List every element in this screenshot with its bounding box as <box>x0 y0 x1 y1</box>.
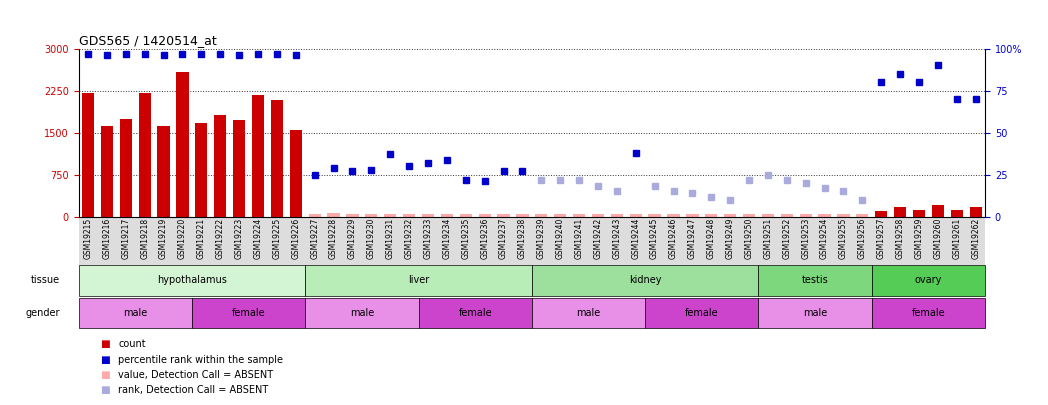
Text: female: female <box>685 308 719 318</box>
Bar <box>969 207 982 217</box>
Bar <box>592 214 604 217</box>
Text: female: female <box>232 308 265 318</box>
Bar <box>365 214 377 217</box>
Bar <box>422 214 434 217</box>
Bar <box>913 210 925 217</box>
Bar <box>119 119 132 217</box>
Bar <box>79 298 192 328</box>
Bar <box>82 94 94 217</box>
Text: ■: ■ <box>100 370 109 380</box>
Bar <box>531 298 646 328</box>
Bar <box>554 214 566 217</box>
Text: female: female <box>458 308 492 318</box>
Bar <box>327 213 340 217</box>
Text: GDS565 / 1420514_at: GDS565 / 1420514_at <box>79 34 216 47</box>
Bar <box>705 214 718 217</box>
Bar <box>872 298 985 328</box>
Bar <box>686 214 699 217</box>
Text: female: female <box>912 308 945 318</box>
Bar <box>403 214 415 217</box>
Bar <box>800 214 812 217</box>
Text: kidney: kidney <box>629 275 661 286</box>
Text: male: male <box>803 308 827 318</box>
Bar <box>101 126 113 217</box>
Bar <box>837 214 850 217</box>
Bar <box>932 205 944 217</box>
Bar <box>308 214 321 217</box>
Text: ovary: ovary <box>915 275 942 286</box>
Bar <box>157 126 170 217</box>
Bar <box>517 214 528 217</box>
Bar <box>233 120 245 217</box>
Bar <box>856 214 869 217</box>
Bar <box>630 214 641 217</box>
Text: rank, Detection Call = ABSENT: rank, Detection Call = ABSENT <box>118 386 268 395</box>
Text: count: count <box>118 339 146 349</box>
Text: percentile rank within the sample: percentile rank within the sample <box>118 355 283 364</box>
Text: male: male <box>350 308 374 318</box>
Bar <box>192 298 305 328</box>
Text: male: male <box>123 308 148 318</box>
Bar <box>289 130 302 217</box>
Text: ■: ■ <box>100 355 109 364</box>
Bar <box>646 298 759 328</box>
Text: tissue: tissue <box>30 275 60 286</box>
Bar <box>138 94 151 217</box>
Bar <box>252 94 264 217</box>
Bar <box>441 214 453 217</box>
Bar <box>724 214 737 217</box>
Bar <box>498 214 509 217</box>
Bar <box>305 265 531 296</box>
Bar <box>270 100 283 217</box>
Bar <box>79 265 305 296</box>
Bar <box>214 115 226 217</box>
Bar <box>872 265 985 296</box>
Text: value, Detection Call = ABSENT: value, Detection Call = ABSENT <box>118 370 274 380</box>
Bar <box>894 207 907 217</box>
Text: hypothalamus: hypothalamus <box>157 275 226 286</box>
Bar <box>460 214 472 217</box>
Bar <box>479 214 490 217</box>
Bar <box>668 214 680 217</box>
Bar <box>759 265 872 296</box>
Bar <box>875 211 888 217</box>
Bar <box>384 214 396 217</box>
Bar <box>649 214 660 217</box>
Text: testis: testis <box>802 275 829 286</box>
Bar <box>759 298 872 328</box>
Bar <box>195 123 208 217</box>
Text: ■: ■ <box>100 339 109 349</box>
Bar <box>611 214 623 217</box>
Bar <box>531 265 759 296</box>
Bar <box>418 298 531 328</box>
Bar <box>762 214 774 217</box>
Text: gender: gender <box>25 308 60 318</box>
Bar <box>743 214 756 217</box>
Bar <box>346 214 358 217</box>
Bar <box>305 298 418 328</box>
Text: ■: ■ <box>100 386 109 395</box>
Bar <box>176 72 189 217</box>
Bar <box>536 214 547 217</box>
Bar <box>781 214 793 217</box>
Bar <box>951 210 963 217</box>
Bar <box>818 214 831 217</box>
Text: male: male <box>576 308 601 318</box>
Bar <box>573 214 585 217</box>
Text: liver: liver <box>408 275 430 286</box>
